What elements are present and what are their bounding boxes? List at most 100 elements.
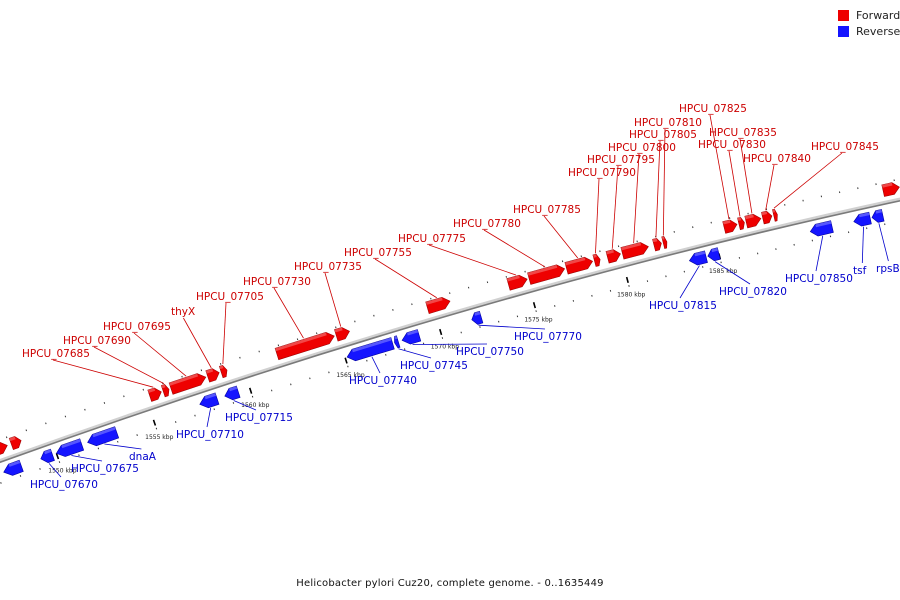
minor-tick bbox=[142, 388, 145, 391]
gene-arrow-rpsB[interactable] bbox=[871, 209, 885, 223]
gene-label-rpsB: rpsB bbox=[876, 263, 900, 275]
gene-label-HPCU_07690: HPCU_07690 bbox=[63, 335, 131, 347]
gene-arrow-dnaA[interactable] bbox=[87, 426, 120, 447]
gene-arrow-shine bbox=[275, 332, 327, 352]
gene-arrow-unlabeled-0[interactable] bbox=[3, 459, 24, 476]
gene-callout-line bbox=[543, 215, 579, 259]
gene-arrow-HPCU_07770[interactable] bbox=[471, 310, 484, 325]
kbp-tick-label: 1575 kbp bbox=[524, 317, 552, 324]
minor-tick bbox=[181, 375, 183, 378]
minor-tick bbox=[25, 429, 28, 432]
gene-label-HPCU_07790: HPCU_07790 bbox=[568, 167, 636, 179]
gene-arrow-HPCU_07805[interactable] bbox=[652, 237, 662, 252]
gene-arrow-shine bbox=[334, 327, 343, 333]
gene-arrow-HPCU_07685[interactable] bbox=[147, 387, 162, 402]
gene-arrow-shine bbox=[875, 209, 883, 214]
gene-arrow-shine bbox=[711, 247, 719, 253]
gene-label-HPCU_07715: HPCU_07715 bbox=[225, 412, 293, 424]
gene-arrow-HPCU_07830[interactable] bbox=[737, 216, 745, 231]
gene-arrow-HPCU_07775[interactable] bbox=[506, 274, 528, 291]
legend-forward-label: Forward bbox=[856, 9, 900, 22]
gene-arrow-HPCU_07750[interactable] bbox=[401, 329, 422, 345]
gene-arrow-tsf[interactable] bbox=[853, 211, 872, 227]
kbp-tick-mark bbox=[532, 302, 537, 309]
gene-arrow-shine bbox=[474, 311, 481, 316]
gene-callout-line bbox=[709, 114, 730, 220]
minor-tick bbox=[117, 440, 119, 443]
gene-arrow-shine bbox=[858, 212, 870, 218]
gene-labels: HPCU_07670HPCU_07675dnaAHPCU_07685HPCU_0… bbox=[22, 103, 900, 491]
gene-arrow-HPCU_07840[interactable] bbox=[761, 210, 773, 225]
gene-arrow-HPCU_07845[interactable] bbox=[772, 208, 778, 222]
gene-arrow-HPCU_07730[interactable] bbox=[274, 331, 335, 361]
gene-arrow-HPCU_07790[interactable] bbox=[592, 253, 601, 267]
gene-arrow-shine bbox=[205, 368, 214, 374]
gene-arrow-shine bbox=[219, 365, 224, 370]
gene-callout-line bbox=[93, 346, 165, 384]
gene-arrow-shine bbox=[204, 392, 217, 400]
gene-callout-line bbox=[483, 229, 546, 268]
gene-arrow-HPCU_07715[interactable] bbox=[224, 385, 241, 401]
gene-callout-line bbox=[633, 153, 640, 244]
gene-arrow-HPCU_07755[interactable] bbox=[425, 296, 451, 314]
gene-arrow-shine bbox=[9, 436, 16, 442]
gene-arrow-unlabeled-1[interactable] bbox=[0, 441, 8, 456]
gene-arrow-HPCU_07820[interactable] bbox=[707, 247, 721, 262]
minor-tick bbox=[45, 422, 47, 425]
minor-tick bbox=[0, 482, 2, 484]
kbp-tick-label: 1560 kbp bbox=[241, 402, 269, 409]
gene-label-HPCU_07785: HPCU_07785 bbox=[513, 204, 581, 216]
gene-arrow-HPCU_07800[interactable] bbox=[620, 242, 649, 260]
forward-swatch-icon bbox=[838, 10, 849, 21]
gene-arrow-HPCU_07710[interactable] bbox=[199, 392, 220, 409]
gene-arrow-HPCU_07695[interactable] bbox=[168, 373, 207, 395]
gene-label-HPCU_07735: HPCU_07735 bbox=[294, 261, 362, 273]
gene-arrow-shine bbox=[506, 275, 520, 282]
gene-callout-line bbox=[611, 165, 619, 249]
gene-arrow-shine bbox=[606, 249, 614, 255]
gene-arrow-unlabeled-2[interactable] bbox=[8, 436, 22, 450]
minor-tick bbox=[136, 434, 138, 437]
kbp-tick-mark bbox=[248, 387, 253, 394]
gene-arrow-HPCU_07815[interactable] bbox=[688, 250, 708, 266]
gene-arrow-HPCU_07740[interactable] bbox=[346, 337, 395, 362]
gene-arrow-shine bbox=[881, 182, 893, 188]
minor-tick bbox=[84, 408, 86, 411]
gene-label-HPCU_07805: HPCU_07805 bbox=[629, 129, 697, 141]
gene-label-HPCU_07820: HPCU_07820 bbox=[719, 286, 787, 298]
gene-arrow-HPCU_07795[interactable] bbox=[605, 249, 621, 264]
gene-label-HPCU_07670: HPCU_07670 bbox=[30, 479, 98, 491]
minor-tick bbox=[64, 415, 67, 418]
gene-arrow-HPCU_07850[interactable] bbox=[809, 220, 834, 237]
gene-arrow-HPCU_07745[interactable] bbox=[394, 335, 401, 349]
gene-arrow-HPCU_07835[interactable] bbox=[744, 213, 762, 229]
gene-arrow-shine bbox=[592, 254, 597, 258]
gene-arrow-HPCU_07825[interactable] bbox=[722, 219, 738, 234]
gene-arrow-HPCU_07810[interactable] bbox=[661, 236, 668, 249]
gene-label-HPCU_07795: HPCU_07795 bbox=[587, 154, 655, 166]
gene-arrow-HPCU_07670[interactable] bbox=[40, 448, 55, 464]
gene-callout-line bbox=[324, 272, 342, 327]
gene-arrow-HPCU_07690[interactable] bbox=[160, 384, 170, 398]
gene-callout-line bbox=[233, 400, 257, 411]
gene-features[interactable] bbox=[0, 182, 900, 476]
gene-arrow-shine bbox=[815, 220, 832, 228]
gene-callout-line bbox=[714, 261, 751, 285]
gene-callout-line bbox=[52, 359, 154, 388]
gene-arrow-HPCU_07675[interactable] bbox=[55, 438, 85, 457]
gene-callout-line bbox=[398, 348, 432, 359]
kbp-tick-mark bbox=[344, 357, 348, 364]
gene-label-dnaA: dnaA bbox=[129, 451, 157, 463]
gene-arrow-unlabeled-38[interactable] bbox=[881, 182, 900, 197]
gene-callout-line bbox=[773, 152, 843, 209]
gene-arrow-HPCU_07735[interactable] bbox=[334, 327, 350, 342]
kbp-tick-label: 1585 kbp bbox=[709, 268, 737, 275]
gene-arrow-unlabeled-10[interactable] bbox=[218, 364, 228, 379]
gene-arrow-thyX[interactable] bbox=[205, 368, 220, 383]
gene-label-HPCU_07730: HPCU_07730 bbox=[243, 276, 311, 288]
gene-label-HPCU_07775: HPCU_07775 bbox=[398, 233, 466, 245]
gene-arrow-HPCU_07780[interactable] bbox=[527, 264, 566, 285]
gene-arrow-HPCU_07785[interactable] bbox=[564, 256, 594, 275]
gene-callout-line bbox=[739, 138, 753, 214]
gene-label-HPCU_07810: HPCU_07810 bbox=[634, 117, 702, 129]
